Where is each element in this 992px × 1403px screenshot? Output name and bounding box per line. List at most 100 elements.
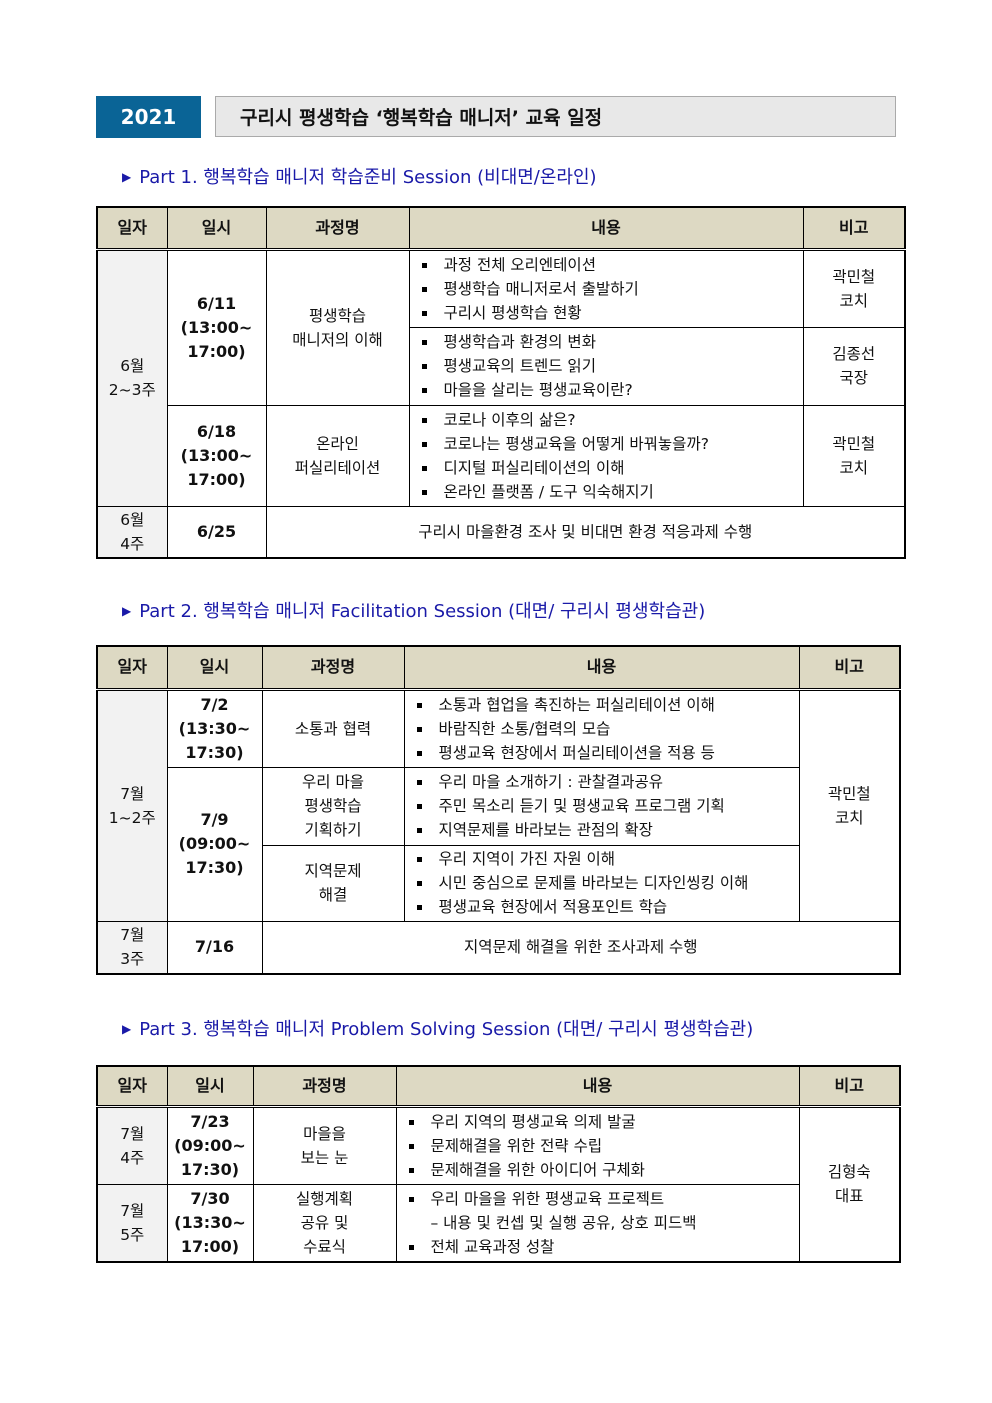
course-cell: 소통과 협력: [261, 688, 405, 768]
table-row: 지역문제 해결 우리 지역이 가진 자원 이해 시민 중심으로 문제를 바라보는…: [97, 844, 900, 922]
note-cell: 김종선 국장: [802, 326, 906, 406]
table-row: 6월 4주 6/25 구리시 마을환경 조사 및 비대면 환경 적응과제 수행: [96, 505, 906, 559]
part2-title: Part 2. 행복학습 매니저 Facilitation Session (대…: [139, 601, 706, 622]
list-item: 시민 중심으로 문제를 바라보는 디자인씽킹 이해: [416, 871, 799, 895]
list-item: 문제해결을 위한 전략 수립: [408, 1134, 799, 1158]
note-cell: 곽민철 코치: [802, 404, 906, 507]
part3-title: Part 3. 행복학습 매니저 Problem Solving Session…: [139, 1019, 754, 1040]
date-cell: 7/16: [166, 920, 263, 975]
triangle-bullet-icon: ▶: [122, 604, 132, 618]
date-cell: 7/2 (13:30~ 17:30): [166, 688, 263, 768]
col-header: 일시: [166, 206, 267, 251]
date-cell: 7/9 (09:00~ 17:30): [166, 766, 263, 922]
list-subitem: – 내용 및 컨셉 및 실행 공유, 상호 피드백: [430, 1213, 697, 1232]
table-row: 6월 2~3주 6/11 (13:00~ 17:00) 평생학습 매니저의 이해…: [96, 248, 906, 507]
col-header: 일자: [96, 206, 168, 251]
col-header: 일시: [166, 645, 263, 691]
table-header-row: 일자 일시 과정명 내용 비고: [96, 645, 901, 691]
part1-heading: ▶ Part 1. 행복학습 매니저 학습준비 Session (비대면/온라인): [122, 163, 597, 189]
col-header: 내용: [403, 645, 800, 691]
list-item: 전체 교육과정 성찰: [408, 1235, 799, 1259]
list-item: 우리 지역의 평생교육 의제 발굴: [408, 1110, 799, 1134]
col-header: 일자: [96, 1065, 168, 1108]
table-row: 7월 4주 7/23 (09:00~ 17:30) 마을을 보는 눈 우리 지역…: [96, 1105, 901, 1263]
content-cell: 소통과 협업을 촉진하는 퍼실리테이션 이해 바람직한 소통/협력의 모습 평생…: [403, 688, 800, 768]
col-header: 내용: [408, 206, 804, 251]
content-cell: 우리 마을을 위한 평생교육 프로젝트 – 내용 및 컨셉 및 실행 공유, 상…: [395, 1183, 800, 1263]
part1-table: 일자 일시 과정명 내용 비고 6월 2~3주 6/11 (13:00~ 17:00) …: [96, 206, 906, 559]
week-cell: 7월 3주: [96, 920, 168, 975]
col-header: 비고: [798, 1065, 901, 1108]
part2-table: 일자 일시 과정명 내용 비고 7월 1~2주 7/2 (13:30~ 17:30) 소…: [96, 645, 901, 975]
table-row: 7/9 (09:00~ 17:30) 우리 마을 평생학습 기획하기 우리 마을…: [97, 766, 900, 922]
table-row: 7월 5주 7/30 (13:30~ 17:00) 실행계획 공유 및 수료식 …: [96, 1183, 900, 1263]
content-cell: 코로나 이후의 삶은? 코로나는 평생교육을 어떻게 바꿔놓을까? 디지털 퍼실…: [408, 404, 804, 507]
list-item: 마을을 살리는 평생교육이란?: [421, 378, 803, 402]
week-cell: 7월 5주: [96, 1183, 168, 1263]
list-item: 지역문제를 바라보는 관점의 확장: [416, 818, 799, 842]
note-cell: 곽민철 코치: [798, 688, 901, 922]
part2-heading: ▶ Part 2. 행복학습 매니저 Facilitation Session (…: [122, 597, 705, 623]
week-cell: 7월 4주: [96, 1105, 168, 1185]
course-cell: 온라인 퍼실리테이션: [265, 404, 410, 507]
col-header: 일시: [166, 1065, 254, 1108]
date-cell: 6/18 (13:00~ 17:00): [166, 404, 267, 507]
date-cell: 7/23 (09:00~ 17:30): [166, 1105, 254, 1185]
triangle-bullet-icon: ▶: [122, 170, 132, 184]
list-item: 우리 마을을 위한 평생교육 프로젝트: [408, 1187, 799, 1211]
col-header: 과정명: [261, 645, 405, 691]
content-cell: 구리시 마을환경 조사 및 비대면 환경 적응과제 수행: [265, 505, 906, 559]
list-item: 평생교육 현장에서 퍼실리테이션을 적용 등: [416, 741, 799, 765]
date-cell: 7/30 (13:30~ 17:00): [166, 1183, 254, 1263]
col-header: 내용: [395, 1065, 800, 1108]
list-item: 평생교육의 트렌드 읽기: [421, 354, 803, 378]
table-header-row: 일자 일시 과정명 내용 비고: [96, 206, 906, 251]
list-item: 구리시 평생학습 현황: [421, 301, 803, 325]
note-cell: 김형숙 대표: [798, 1105, 901, 1263]
content-cell: 지역문제 해결을 위한 조사과제 수행: [261, 920, 901, 975]
content-cell: 우리 지역의 평생교육 의제 발굴 문제해결을 위한 전략 수립 문제해결을 위…: [395, 1105, 800, 1185]
list-item: 주민 목소리 듣기 및 평생교육 프로그램 기획: [416, 794, 799, 818]
list-item: 우리 마을 소개하기 : 관찰결과공유: [416, 770, 799, 794]
content-cell: 평생학습과 환경의 변화 평생교육의 트렌드 읽기 마을을 살리는 평생교육이란…: [408, 326, 804, 406]
list-item: 디지털 퍼실리테이션의 이해: [421, 456, 803, 480]
list-item: 코로나 이후의 삶은?: [421, 408, 803, 432]
col-header: 비고: [798, 645, 901, 691]
week-cell: 7월 1~2주: [96, 688, 168, 922]
course-cell: 마을을 보는 눈: [252, 1105, 397, 1185]
note-cell: 곽민철 코치: [802, 248, 906, 328]
col-header: 과정명: [252, 1065, 397, 1108]
list-item: 과정 전체 오리엔테이션: [421, 253, 803, 277]
col-header: 과정명: [265, 206, 410, 251]
list-item: 코로나는 평생교육을 어떻게 바꿔놓을까?: [421, 432, 803, 456]
part3-heading: ▶ Part 3. 행복학습 매니저 Problem Solving Sessio…: [122, 1015, 753, 1041]
week-cell: 6월 4주: [96, 505, 168, 559]
list-item: 평생교육 현장에서 적용포인트 학습: [416, 895, 799, 919]
date-cell: 6/25: [166, 505, 267, 559]
week-cell: 6월 2~3주: [96, 248, 168, 507]
part1-title: Part 1. 행복학습 매니저 학습준비 Session (비대면/온라인): [139, 167, 597, 188]
table-row: 6/18 (13:00~ 17:00) 온라인 퍼실리테이션 코로나 이후의 삶…: [97, 404, 906, 507]
content-cell: 과정 전체 오리엔테이션 평생학습 매니저로서 출발하기 구리시 평생학습 현황: [408, 248, 804, 328]
table-row: 평생학습과 환경의 변화 평생교육의 트렌드 읽기 마을을 살리는 평생교육이란…: [97, 326, 906, 406]
year-badge: 2021: [96, 96, 201, 138]
list-item: 우리 지역이 가진 자원 이해: [416, 847, 799, 871]
list-item: 문제해결을 위한 아이디어 구체화: [408, 1158, 799, 1182]
course-cell: 지역문제 해결: [261, 844, 405, 922]
content-cell: 우리 마을 소개하기 : 관찰결과공유 주민 목소리 듣기 및 평생교육 프로그…: [403, 766, 800, 846]
part3-table: 일자 일시 과정명 내용 비고 7월 4주 7/23 (09:00~ 17:30) 마을…: [96, 1065, 901, 1263]
course-cell: 실행계획 공유 및 수료식: [252, 1183, 397, 1263]
page-title: 구리시 평생학습 ‘행복학습 매니저’ 교육 일정: [215, 96, 896, 137]
list-item: 바람직한 소통/협력의 모습: [416, 717, 799, 741]
list-item: 소통과 협업을 촉진하는 퍼실리테이션 이해: [416, 693, 799, 717]
col-header: 일자: [96, 645, 168, 691]
col-header: 비고: [802, 206, 906, 251]
list-item: 평생학습 매니저로서 출발하기: [421, 277, 803, 301]
content-cell: 우리 지역이 가진 자원 이해 시민 중심으로 문제를 바라보는 디자인씽킹 이…: [403, 844, 800, 922]
course-cell: 평생학습 매니저의 이해: [265, 248, 410, 406]
table-header-row: 일자 일시 과정명 내용 비고: [96, 1065, 901, 1108]
table-row: 7월 3주 7/16 지역문제 해결을 위한 조사과제 수행: [96, 920, 901, 975]
list-item: 온라인 플랫폼 / 도구 익숙해지기: [421, 480, 803, 504]
triangle-bullet-icon: ▶: [122, 1022, 132, 1036]
